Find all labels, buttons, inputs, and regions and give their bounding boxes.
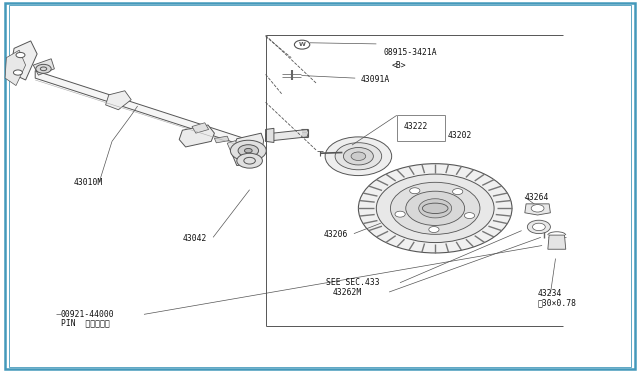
Polygon shape xyxy=(33,59,54,75)
Circle shape xyxy=(36,64,51,73)
Circle shape xyxy=(427,203,444,213)
Text: 43222: 43222 xyxy=(403,122,428,131)
Polygon shape xyxy=(179,125,214,147)
Circle shape xyxy=(395,211,405,217)
Circle shape xyxy=(244,148,252,153)
Circle shape xyxy=(410,188,420,194)
Polygon shape xyxy=(227,141,238,151)
Text: 43262M: 43262M xyxy=(333,288,362,296)
Ellipse shape xyxy=(422,203,448,214)
Circle shape xyxy=(527,220,550,234)
Circle shape xyxy=(13,70,22,75)
Polygon shape xyxy=(5,50,26,86)
Polygon shape xyxy=(35,71,259,151)
Circle shape xyxy=(390,182,480,234)
Text: ・30×0.78: ・30×0.78 xyxy=(538,299,577,308)
Text: 43202: 43202 xyxy=(448,131,472,140)
Circle shape xyxy=(452,189,463,195)
Circle shape xyxy=(335,143,381,170)
Polygon shape xyxy=(214,136,229,143)
Polygon shape xyxy=(192,123,209,133)
Circle shape xyxy=(429,227,439,232)
Text: 00921-44000: 00921-44000 xyxy=(61,310,115,319)
Text: <B>: <B> xyxy=(392,61,406,70)
Polygon shape xyxy=(10,41,37,80)
Polygon shape xyxy=(266,128,274,142)
Text: 43264: 43264 xyxy=(525,193,549,202)
Circle shape xyxy=(344,148,373,165)
Circle shape xyxy=(325,137,392,176)
Circle shape xyxy=(294,40,310,49)
Polygon shape xyxy=(106,91,131,110)
Text: 43234: 43234 xyxy=(538,289,562,298)
Text: SEE SEC.433: SEE SEC.433 xyxy=(326,278,380,287)
Circle shape xyxy=(419,199,452,218)
Circle shape xyxy=(531,205,544,212)
Circle shape xyxy=(532,223,545,231)
Text: 08915-3421A: 08915-3421A xyxy=(384,48,438,57)
Circle shape xyxy=(238,145,259,157)
Circle shape xyxy=(230,140,266,161)
Circle shape xyxy=(406,191,465,225)
Polygon shape xyxy=(266,129,308,141)
Text: PIN  ピン（２）: PIN ピン（２） xyxy=(61,318,109,327)
Circle shape xyxy=(16,52,25,58)
Circle shape xyxy=(376,174,494,243)
Text: W: W xyxy=(299,42,305,47)
Circle shape xyxy=(358,164,512,253)
Polygon shape xyxy=(232,133,264,166)
Text: 43091A: 43091A xyxy=(360,76,390,84)
Circle shape xyxy=(465,213,475,219)
Circle shape xyxy=(237,153,262,168)
Text: 43206: 43206 xyxy=(323,230,348,239)
Polygon shape xyxy=(548,235,566,249)
Text: 43042: 43042 xyxy=(182,234,207,243)
Circle shape xyxy=(351,152,365,160)
Text: 43010M: 43010M xyxy=(74,178,103,187)
Polygon shape xyxy=(525,204,550,215)
